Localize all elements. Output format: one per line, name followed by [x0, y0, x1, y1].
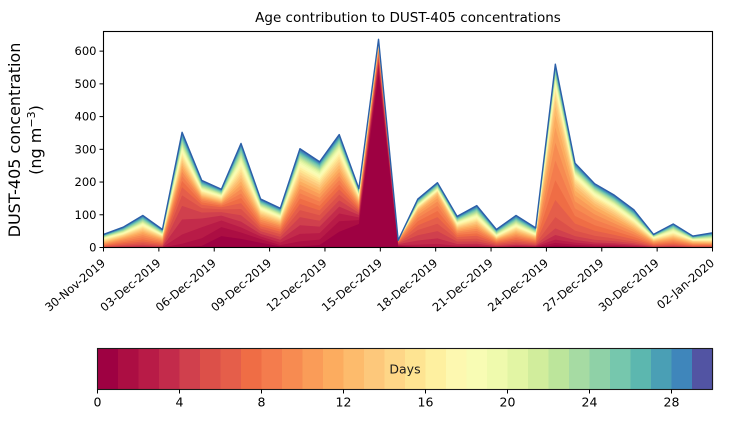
colorbar-segment-2 [138, 348, 160, 390]
y-axis-label: DUST-405 concentration (ng m−3) [5, 43, 45, 238]
x-tick-label-11: 02-Jan-2020 [654, 256, 717, 312]
colorbar-frame [96, 347, 714, 391]
colorbar-segment-20 [507, 348, 529, 390]
colorbar-segment-16 [425, 348, 447, 390]
y-tick-label-100: 100 [75, 208, 97, 222]
colorbar-segment-9 [282, 348, 304, 390]
colorbar-segment-6 [220, 348, 242, 390]
colorbar-segment-23 [569, 348, 591, 390]
colorbar-tick-label-28: 28 [664, 395, 680, 410]
colorbar-segment-11 [323, 348, 345, 390]
y-axis-label-exponent: −3 [25, 111, 38, 127]
colorbar-segment-15 [405, 348, 427, 390]
colorbar-tick-label-8: 8 [258, 395, 266, 410]
area-band-7 [103, 53, 713, 248]
colorbar-segment-21 [528, 348, 550, 390]
stacked-areas-group [103, 39, 713, 248]
colorbar-tick-label-20: 20 [500, 395, 516, 410]
y-tick-label-600: 600 [75, 44, 97, 58]
colorbar-tick-label-0: 0 [94, 395, 102, 410]
colorbar-segment-26 [630, 348, 652, 390]
colorbar-segment-4 [179, 348, 201, 390]
y-axis-group: 0 100 200 300 400 500 600 [75, 44, 104, 255]
colorbar-segment-24 [589, 348, 611, 390]
colorbar-segment-13 [364, 348, 386, 390]
colorbar-label: Days [389, 362, 420, 377]
y-tick-label-500: 500 [75, 77, 97, 91]
colorbar-tick-label-24: 24 [582, 395, 598, 410]
colorbar-segment-17 [446, 348, 468, 390]
y-tick-label-200: 200 [75, 175, 97, 189]
colorbar-segment-18 [466, 348, 488, 390]
colorbar-segment-27 [651, 348, 673, 390]
y-tick-label-400: 400 [75, 110, 97, 124]
colorbar-segment-19 [487, 348, 509, 390]
colorbar-segment-28 [671, 348, 693, 390]
y-tick-label-0: 0 [89, 241, 96, 255]
colorbar-segment-7 [241, 348, 263, 390]
colorbar-segment-3 [159, 348, 181, 390]
y-axis-label-paren: ) [26, 105, 45, 111]
x-tick-label-10: 30-Dec-2019 [596, 256, 662, 315]
colorbar-segment-14 [384, 348, 406, 390]
colorbar-segment-22 [548, 348, 570, 390]
x-axis-group: 30-Nov-201903-Dec-201906-Dec-201909-Dec-… [42, 247, 717, 315]
colorbar-segment-1 [118, 348, 140, 390]
y-tick-label-300: 300 [75, 142, 97, 156]
colorbar-segment-8 [261, 348, 283, 390]
colorbar-tick-label-4: 4 [176, 395, 184, 410]
colorbar-segment-29 [692, 348, 714, 390]
stack-outline [103, 38, 713, 241]
y-axis-label-units: (ng m−3) [25, 105, 45, 175]
colorbar-tick-label-12: 12 [336, 395, 352, 410]
colorbar-group: Days 0 4 8 12 16 20 24 28 [94, 347, 714, 410]
colorbar-tick-label-16: 16 [418, 395, 434, 410]
colorbar-segment-0 [97, 348, 119, 390]
chart-title: Age contribution to DUST-405 concentrati… [255, 10, 561, 26]
colorbar-segment-5 [200, 348, 222, 390]
colorbar-segment-25 [610, 348, 632, 390]
plot-frame [102, 30, 714, 249]
y-axis-label-main: DUST-405 concentration [5, 43, 24, 238]
colorbar-segment-10 [302, 348, 324, 390]
colorbar-segment-12 [343, 348, 365, 390]
